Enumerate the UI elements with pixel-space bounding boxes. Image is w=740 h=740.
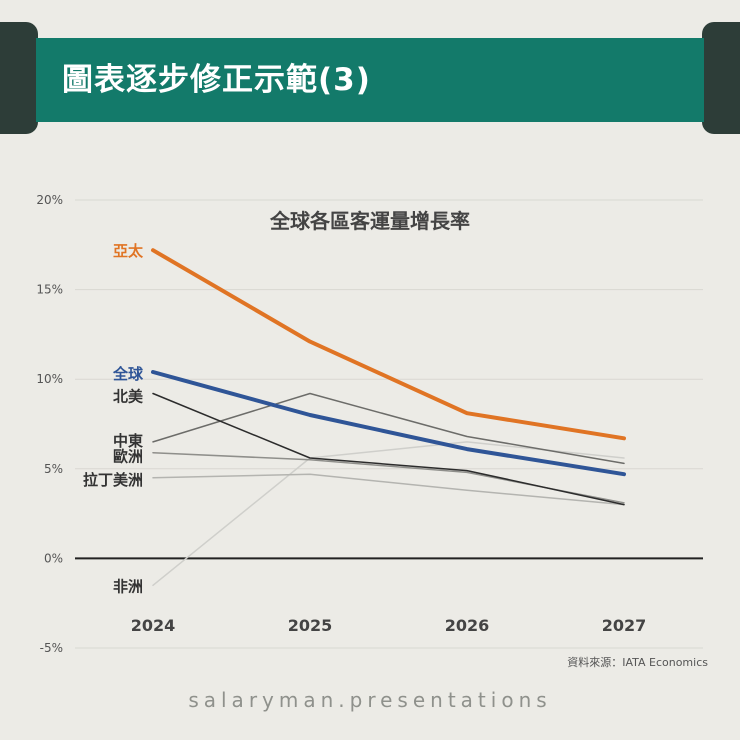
series-line-中東 bbox=[152, 392, 625, 465]
page-title: 圖表逐步修正示範(3) bbox=[62, 62, 371, 98]
right-corner-decoration bbox=[702, 22, 740, 134]
y-tick-label: -5% bbox=[40, 641, 63, 655]
x-tick-label: 2027 bbox=[602, 616, 647, 635]
y-tick-label: 15% bbox=[36, 283, 63, 297]
y-tick-label: 5% bbox=[44, 462, 63, 476]
y-tick-label: 0% bbox=[44, 551, 63, 565]
chart-title: 全球各區客運量增長率 bbox=[269, 209, 470, 233]
series-label: 中東 bbox=[113, 432, 143, 450]
series-label: 亞太 bbox=[113, 242, 144, 260]
series-line-亞太 bbox=[151, 248, 626, 441]
series-label: 歐洲 bbox=[113, 448, 143, 466]
series-line-歐洲 bbox=[152, 451, 625, 504]
footer-brand: salaryman.presentations bbox=[188, 688, 552, 712]
left-corner-decoration bbox=[0, 22, 38, 134]
x-tick-label: 2024 bbox=[131, 616, 176, 635]
y-tick-label: 20% bbox=[36, 193, 63, 207]
series-label: 拉丁美洲 bbox=[83, 471, 143, 489]
source-note: 資料來源：IATA Economics bbox=[567, 655, 708, 669]
series-line-全球 bbox=[151, 370, 626, 477]
x-tick-label: 2025 bbox=[288, 616, 333, 635]
series-label: 非洲 bbox=[113, 577, 143, 595]
title-banner bbox=[36, 38, 704, 122]
y-tick-label: 10% bbox=[36, 372, 63, 386]
series-label: 北美 bbox=[113, 388, 144, 406]
x-tick-label: 2026 bbox=[445, 616, 490, 635]
series-line-拉丁美洲 bbox=[152, 473, 625, 506]
series-line-北美 bbox=[152, 392, 625, 506]
series-label: 全球 bbox=[112, 365, 144, 383]
